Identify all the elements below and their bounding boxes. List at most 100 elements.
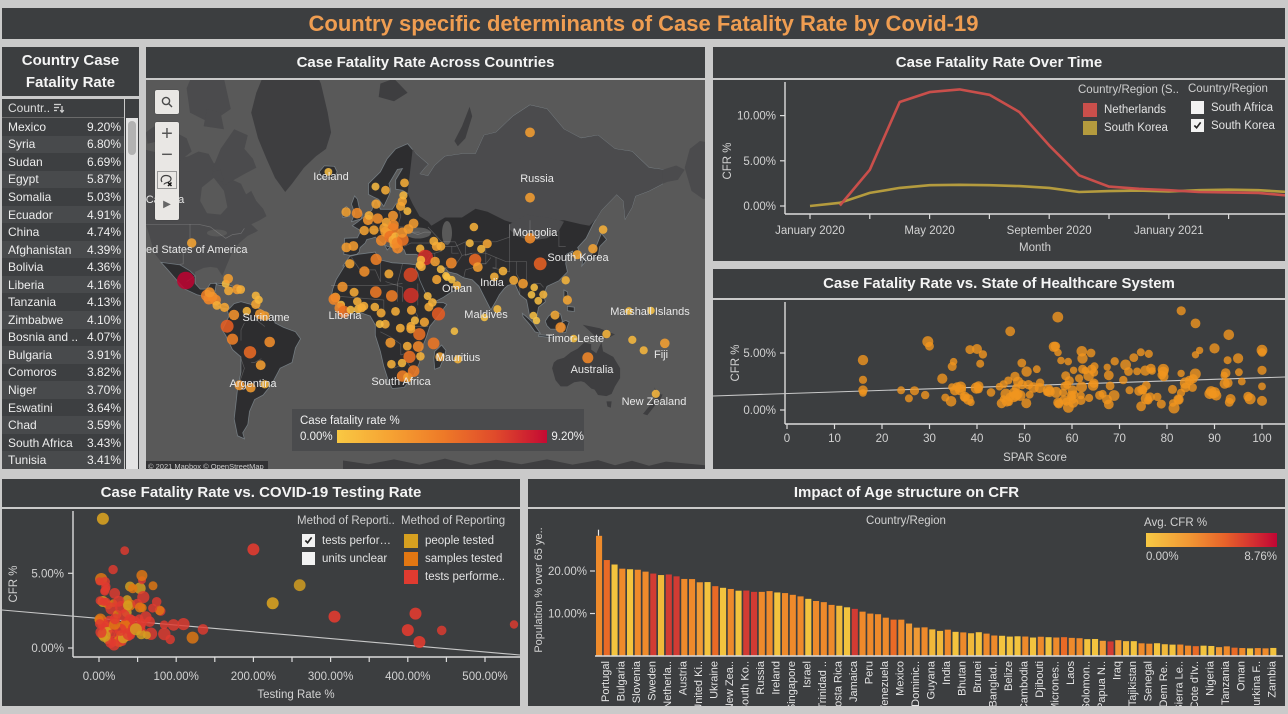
svg-text:0.00%: 0.00% [1146,551,1179,563]
svg-text:20: 20 [876,433,889,445]
svg-text:5.00%: 5.00% [31,568,64,580]
svg-text:5.00%: 5.00% [743,156,776,168]
svg-text:Mexico: Mexico [894,661,906,696]
svg-text:60: 60 [1066,433,1079,445]
svg-text:Djibouti: Djibouti [1034,661,1046,698]
svg-text:India: India [480,277,505,289]
svg-text:Iraq: Iraq [1111,661,1123,680]
svg-text:Oman: Oman [1235,661,1247,691]
svg-text:Laos: Laos [1065,661,1077,685]
svg-text:Portugal: Portugal [600,661,612,702]
svg-text:South Africa: South Africa [371,376,431,388]
svg-text:Bulgaria: Bulgaria [615,660,627,701]
svg-text:Dem Re..: Dem Re.. [1158,661,1170,706]
svg-text:Cambodia: Cambodia [1018,660,1030,706]
svg-text:Israel: Israel [801,661,813,688]
svg-text:500.00%: 500.00% [462,671,507,683]
svg-text:Tanzania: Tanzania [1220,660,1232,705]
svg-text:40: 40 [971,433,984,445]
svg-text:Guyana: Guyana [925,660,937,699]
svg-text:Russia: Russia [755,660,767,695]
svg-text:Maldives: Maldives [464,309,508,321]
svg-text:Jamaica: Jamaica [848,660,860,702]
svg-text:Solomon..: Solomon.. [1080,661,1092,706]
svg-text:0.00%: 0.00% [743,405,776,417]
svg-text:January 2021: January 2021 [1134,225,1204,237]
svg-text:Austria: Austria [677,660,689,695]
svg-text:Month: Month [1019,242,1051,254]
svg-text:September 2020: September 2020 [1007,225,1092,237]
svg-text:90: 90 [1208,433,1221,445]
svg-text:India: India [941,660,953,685]
svg-text:New Zealand: New Zealand [622,396,687,408]
svg-text:100: 100 [1252,433,1271,445]
svg-text:400.00%: 400.00% [385,671,430,683]
svg-text:Sweden: Sweden [646,661,658,701]
svg-text:CFR %: CFR % [722,142,734,179]
svg-text:5.00%: 5.00% [743,348,776,360]
svg-text:200.00%: 200.00% [231,671,276,683]
svg-text:50: 50 [1018,433,1031,445]
svg-text:Bhutan: Bhutan [956,661,968,696]
svg-text:Country/Region: Country/Region [866,515,946,527]
svg-text:Nigeria: Nigeria [1204,660,1216,696]
svg-text:Marshall Islands: Marshall Islands [610,306,690,318]
svg-text:Tajikistan: Tajikistan [1127,661,1139,706]
svg-text:300.00%: 300.00% [308,671,353,683]
svg-text:Testing Rate %: Testing Rate % [257,689,334,701]
svg-text:Suriname: Suriname [242,312,289,324]
svg-text:10.00%: 10.00% [548,609,587,621]
svg-text:Russia: Russia [520,173,555,185]
svg-text:Iceland: Iceland [313,171,348,183]
svg-text:May 2020: May 2020 [904,225,955,237]
svg-text:Liberia: Liberia [328,310,362,322]
svg-text:CFR %: CFR % [730,344,742,381]
svg-text:0.00%: 0.00% [31,643,64,655]
svg-text:20.00%: 20.00% [548,566,587,578]
svg-text:Trinidad ..: Trinidad .. [817,661,829,706]
svg-text:8.76%: 8.76% [1244,551,1277,563]
svg-text:0.00%: 0.00% [743,201,776,213]
svg-text:Cote d'Iv..: Cote d'Iv.. [1189,661,1201,706]
svg-text:Slovenia: Slovenia [631,660,643,703]
svg-text:Peru: Peru [863,661,875,684]
svg-text:30: 30 [923,433,936,445]
svg-text:80: 80 [1161,433,1174,445]
svg-text:Brunei: Brunei [972,661,984,693]
svg-text:Avg. CFR %: Avg. CFR % [1144,517,1207,529]
svg-text:United States of America: United States of America [146,244,248,256]
svg-text:Singapore: Singapore [786,661,798,706]
svg-text:South Ko..: South Ko.. [739,661,751,706]
svg-text:70: 70 [1113,433,1126,445]
svg-text:Sierra Le..: Sierra Le.. [1173,661,1185,706]
svg-text:Fiji: Fiji [654,349,668,361]
svg-text:Banglad..: Banglad.. [987,661,999,706]
svg-text:Ireland: Ireland [770,661,782,695]
svg-text:Senegal: Senegal [1142,661,1154,701]
svg-text:New Zea..: New Zea.. [724,661,736,706]
svg-text:South Korea: South Korea [547,252,609,264]
svg-text:United Ki..: United Ki.. [693,661,705,706]
svg-text:10: 10 [828,433,841,445]
svg-text:SPAR Score: SPAR Score [1003,452,1067,464]
svg-text:Netherla..: Netherla.. [662,661,674,706]
svg-text:Mongolia: Mongolia [513,227,559,239]
svg-text:Oman: Oman [442,283,472,295]
svg-text:Belize: Belize [1003,661,1015,691]
svg-text:Population % over 65 ye..: Population % over 65 ye.. [533,527,545,652]
svg-text:Burkina F..: Burkina F.. [1251,661,1263,706]
svg-text:0: 0 [784,433,790,445]
svg-text:Papua N..: Papua N.. [1096,661,1108,706]
svg-text:Costa Rica: Costa Rica [832,660,844,706]
svg-text:Dominic..: Dominic.. [910,661,922,706]
svg-text:100.00%: 100.00% [153,671,198,683]
svg-text:0.00%: 0.00% [83,671,116,683]
svg-text:Ukraine: Ukraine [708,661,720,699]
svg-text:Mauritius: Mauritius [436,352,481,364]
svg-text:Micrones..: Micrones.. [1049,661,1061,706]
svg-text:Timor-Leste: Timor-Leste [546,333,604,345]
svg-text:Argentina: Argentina [229,378,277,390]
svg-text:CFR %: CFR % [8,565,20,602]
svg-text:Zambia: Zambia [1266,660,1278,698]
svg-text:January 2020: January 2020 [775,225,845,237]
